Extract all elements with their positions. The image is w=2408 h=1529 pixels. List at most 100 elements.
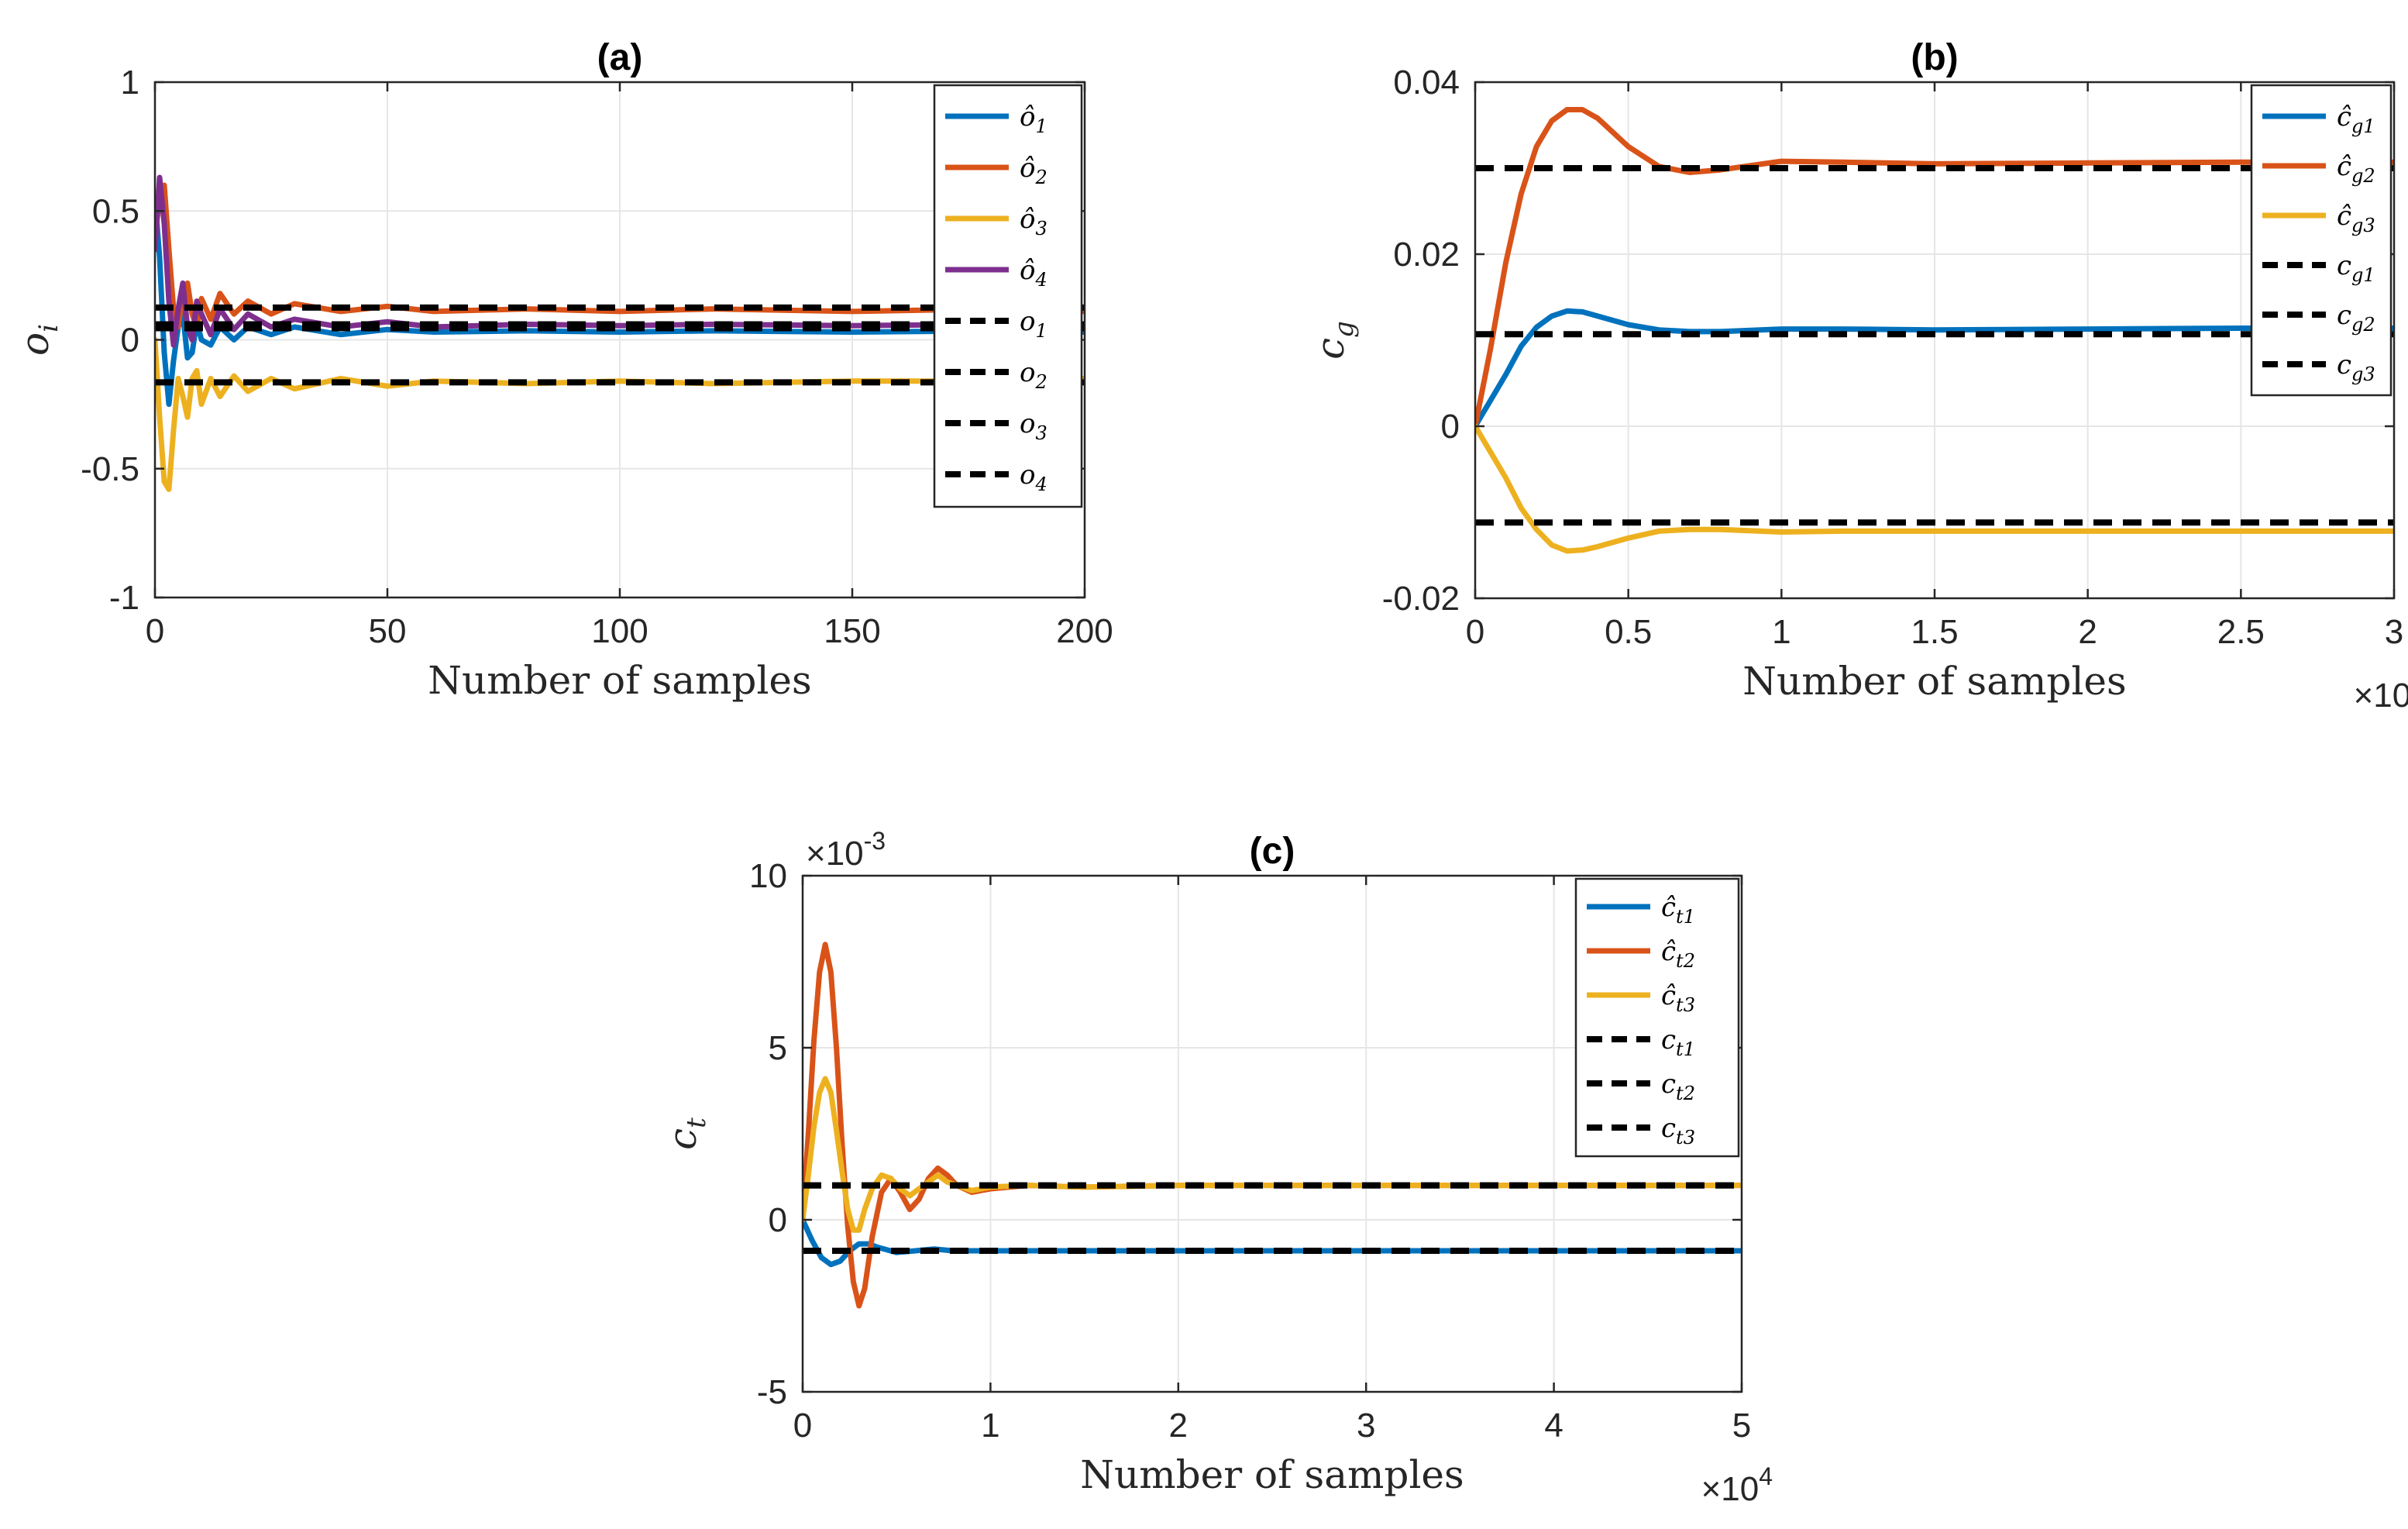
x-tick-label: 0: [1466, 613, 1484, 651]
legend-entry: ct2: [1661, 1069, 1695, 1104]
x-tick-label: 2: [1169, 1407, 1188, 1445]
y-tick-label: -1: [109, 579, 139, 617]
legend-entry-sub: t1: [1676, 1038, 1695, 1060]
x-tick-label: 200: [1056, 612, 1113, 650]
legend-entry-sub: 2: [1034, 371, 1047, 393]
legend-entry-sub: g2: [2351, 314, 2375, 336]
legend-entry-sub: 4: [1034, 474, 1047, 495]
legend-entry: o2: [1020, 357, 1047, 393]
legend-entry-sub: 1: [1035, 320, 1047, 342]
legend-box: [1574, 877, 1740, 1158]
y-tick-label: 5: [769, 1029, 787, 1067]
y-axis-label-base: c: [660, 1128, 705, 1150]
x-tick-label: 50: [369, 612, 407, 650]
axes-frame: [801, 874, 1743, 1393]
legend-entry: ĉg1: [2337, 102, 2375, 137]
y-tick-label: 0: [1441, 408, 1460, 446]
legend-entry-base: ĉ: [2337, 151, 2351, 182]
y-axis-label-base: o: [12, 332, 57, 356]
legend-entry: ĉg3: [2337, 201, 2375, 236]
legend-entry: ĉt2: [1661, 936, 1695, 972]
legend-entry-sub: 3: [1035, 218, 1047, 239]
series-line-ĉg3: [1475, 423, 2394, 554]
y-tick-label: 0.02: [1393, 236, 1460, 274]
x-tick-label: 0: [146, 612, 164, 650]
series-group: [1475, 107, 2394, 554]
legend-entry: ô2: [1020, 153, 1047, 188]
legend-entry-base: c: [1661, 1069, 1676, 1100]
legend-entry-sub: 2: [1034, 167, 1047, 188]
legend-entry-base: ô: [1020, 102, 1035, 133]
legend-entry-sub: g3: [2351, 215, 2375, 236]
legend-entry-sub: g1: [2351, 115, 2375, 137]
x-tick-label: 0: [793, 1407, 812, 1445]
legend-entry: o1: [1020, 306, 1047, 342]
x-tick-label: 4: [1544, 1407, 1563, 1445]
chart-title: (c): [1250, 831, 1295, 872]
series-group: [803, 942, 1742, 1309]
legend-entry-base: ĉ: [2337, 102, 2351, 133]
legend-entry-base: o: [1020, 460, 1035, 491]
legend-entry-base: ĉ: [1661, 936, 1676, 967]
x-axis-label: Number of samples: [1080, 1452, 1464, 1497]
legend-entry: o4: [1020, 460, 1047, 495]
x-tick-label: 2: [2078, 613, 2097, 651]
y-tick-label: -0.5: [81, 450, 139, 488]
legend-box: [2250, 84, 2393, 397]
legend-entry: cg2: [2337, 300, 2375, 336]
series-line-ĉg1: [1475, 308, 2394, 429]
series-line-ô1: [155, 195, 1085, 408]
y-axis-label-sub: i: [33, 324, 64, 332]
x-tick-label: 150: [824, 612, 880, 650]
x-tick-label: 1: [1772, 613, 1791, 651]
y-tick-label: 0: [769, 1201, 787, 1239]
legend-entry-base: c: [2337, 300, 2351, 331]
y-tick-label: 0.04: [1393, 64, 1460, 102]
x-tick-label: 3: [1357, 1407, 1375, 1445]
x-tick-label: 1.5: [1911, 613, 1958, 651]
legend-entry-base: ô: [1020, 153, 1035, 184]
y-tick-label: -0.02: [1382, 580, 1460, 618]
legend-entry-sub: t2: [1676, 1083, 1695, 1104]
y-tick-label: -5: [757, 1373, 787, 1411]
legend-entry: cg3: [2337, 350, 2375, 385]
series-group: [155, 174, 1085, 492]
y-axis-exponent-power: -3: [864, 827, 886, 855]
legend-entry-sub: t3: [1676, 994, 1695, 1016]
legend-entry-base: o: [1020, 408, 1035, 439]
legend-box: [933, 84, 1083, 508]
legend-entry-sub: g3: [2351, 363, 2375, 385]
x-tick-label: 2.5: [2217, 613, 2265, 651]
legend-entry-base: ĉ: [1661, 892, 1676, 923]
legend-entry-base: ĉ: [2337, 201, 2351, 232]
x-axis-label: Number of samples: [1742, 659, 2126, 704]
y-tick-label: 0: [121, 322, 139, 360]
legend-entry: ĉg2: [2337, 151, 2375, 187]
x-axis-exponent-power: 4: [1759, 1462, 1773, 1490]
x-axis-exponent: ×104: [2354, 669, 2408, 715]
x-axis-exponent: ×104: [1701, 1462, 1773, 1508]
legend-entry: ct3: [1661, 1113, 1695, 1148]
legend-entry-base: c: [1661, 1024, 1676, 1055]
chart-title: (a): [597, 37, 643, 78]
x-tick-label: 0.5: [1605, 613, 1652, 651]
legend-entry-base: c: [1661, 1113, 1676, 1144]
legend-entry-sub: g1: [2351, 264, 2375, 286]
y-axis-label: cg: [1308, 321, 1360, 360]
legend-entry: ô1: [1020, 102, 1047, 137]
chart-title: (b): [1911, 37, 1958, 78]
legend-entry-sub: 1: [1035, 115, 1047, 137]
legend-entry-sub: 3: [1035, 422, 1047, 444]
legend-entry: ô3: [1020, 204, 1047, 239]
legend-entry: ô4: [1020, 255, 1047, 291]
y-tick-label: 10: [749, 857, 787, 895]
legend-entry-sub: t2: [1676, 950, 1695, 972]
legend-entry-base: c: [2337, 350, 2351, 381]
legend-entry-sub: t1: [1676, 906, 1695, 928]
legend-entry: cg1: [2337, 250, 2375, 286]
